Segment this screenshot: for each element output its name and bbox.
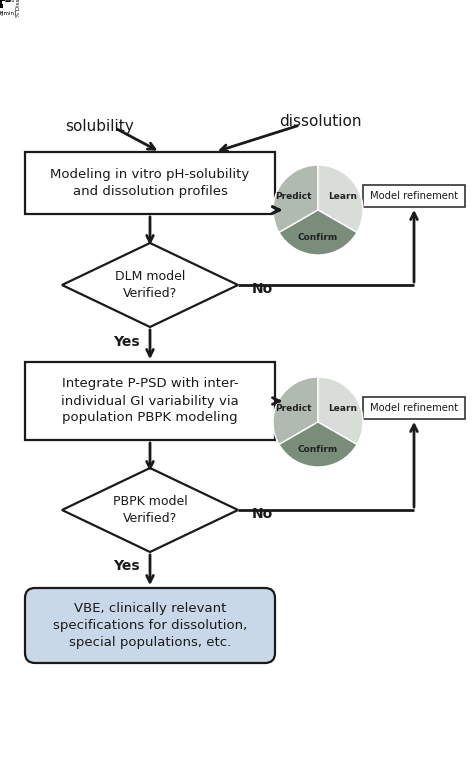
FancyBboxPatch shape	[25, 588, 275, 663]
Text: PBPK model
Verified?: PBPK model Verified?	[113, 495, 187, 525]
Text: Predict: Predict	[275, 404, 312, 412]
Text: Confirm: Confirm	[298, 445, 338, 454]
Wedge shape	[273, 377, 318, 444]
Text: Predict: Predict	[275, 191, 312, 201]
Text: Yes: Yes	[113, 335, 140, 349]
Text: Confirm: Confirm	[298, 234, 338, 242]
Bar	[363, 397, 465, 419]
Wedge shape	[273, 165, 318, 232]
Text: Learn: Learn	[328, 404, 356, 412]
Text: solubility: solubility	[65, 118, 134, 134]
Text: VBE, clinically relevant
specifications for dissolution,
special populations, et: VBE, clinically relevant specifications …	[53, 602, 247, 649]
Polygon shape	[62, 468, 238, 552]
Bar	[25, 362, 275, 440]
Text: Model refinement: Model refinement	[370, 403, 458, 413]
Wedge shape	[279, 422, 357, 467]
Polygon shape	[62, 243, 238, 327]
Text: No: No	[252, 507, 273, 521]
Text: No: No	[252, 282, 273, 296]
Text: Yes: Yes	[113, 559, 140, 573]
Text: Model refinement: Model refinement	[370, 191, 458, 201]
Text: DLM model
Verified?: DLM model Verified?	[115, 270, 185, 300]
Wedge shape	[318, 377, 363, 444]
Wedge shape	[279, 210, 357, 255]
Y-axis label: % Dissolved: % Dissolved	[16, 0, 21, 17]
Bar	[363, 185, 465, 207]
Text: Learn: Learn	[328, 191, 356, 201]
Text: Integrate P-PSD with inter-
individual GI variability via
population PBPK modeli: Integrate P-PSD with inter- individual G…	[61, 378, 239, 424]
Wedge shape	[318, 165, 363, 232]
Bar	[25, 152, 275, 214]
Text: dissolution: dissolution	[279, 115, 361, 129]
Text: Modeling in vitro pH-solubility
and dissolution profiles: Modeling in vitro pH-solubility and diss…	[50, 168, 250, 198]
